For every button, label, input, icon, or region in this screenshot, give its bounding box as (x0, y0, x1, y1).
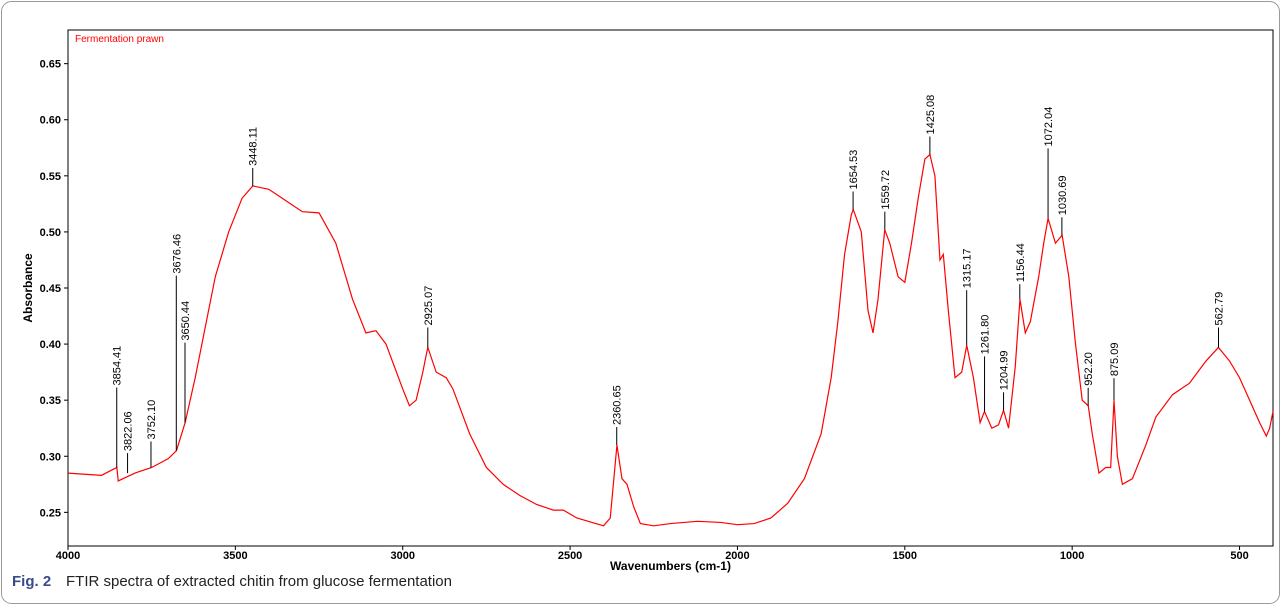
peak-label: 1315.17 (962, 248, 974, 288)
y-tick-label: 0.25 (40, 507, 61, 519)
peak-label: 2360.65 (612, 385, 624, 425)
x-tick-label: 2500 (558, 550, 582, 562)
y-tick-label: 0.40 (40, 339, 61, 351)
y-tick-label: 0.30 (40, 451, 61, 463)
peak-label: 1072.04 (1043, 107, 1055, 147)
peak-label: 3448.11 (248, 127, 260, 166)
caption-text: FTIR spectra of extracted chitin from gl… (66, 573, 452, 590)
y-tick-label: 0.60 (40, 115, 61, 127)
y-tick-label: 0.50 (40, 227, 61, 239)
peak-label: 1654.53 (848, 150, 860, 190)
peak-label: 1204.99 (999, 351, 1011, 391)
y-tick-label: 0.65 (40, 59, 61, 71)
x-tick-label: 3000 (390, 550, 414, 562)
y-tick-label: 0.35 (40, 395, 61, 407)
peak-label: 875.09 (1109, 343, 1121, 377)
y-axis-label: Absorbance (21, 253, 35, 323)
x-tick-label: 500 (1230, 550, 1248, 562)
peak-label: 952.20 (1083, 352, 1095, 386)
peak-label: 1425.08 (925, 95, 937, 135)
peak-label: 3822.06 (123, 411, 135, 451)
peak-label: 1559.72 (880, 170, 892, 210)
peak-label: 2925.07 (423, 286, 435, 326)
y-tick-label: 0.55 (40, 171, 61, 183)
peak-label: 3752.10 (146, 400, 158, 440)
x-tick-label: 3500 (223, 550, 247, 562)
peak-label: 3854.41 (112, 346, 124, 386)
peak-label: 1030.69 (1057, 176, 1069, 216)
x-tick-label: 1000 (1060, 550, 1084, 562)
peak-label: 3650.44 (180, 301, 192, 341)
y-tick-label: 0.45 (40, 283, 61, 295)
caption-label: Fig. 2 (12, 573, 51, 590)
x-tick-label: 1500 (893, 550, 917, 562)
peak-label: 562.79 (1214, 292, 1226, 326)
x-tick-label: 2000 (725, 550, 749, 562)
peak-label: 1261.80 (980, 315, 992, 355)
x-tick-label: 4000 (56, 550, 80, 562)
spectrum-line (67, 153, 1274, 527)
x-axis-label: Wavenumbers (cm-1) (610, 559, 731, 573)
peak-label: 3676.46 (171, 234, 183, 274)
legend-label: Fermentation prawn (75, 34, 164, 45)
peak-label: 1156.44 (1015, 243, 1027, 282)
